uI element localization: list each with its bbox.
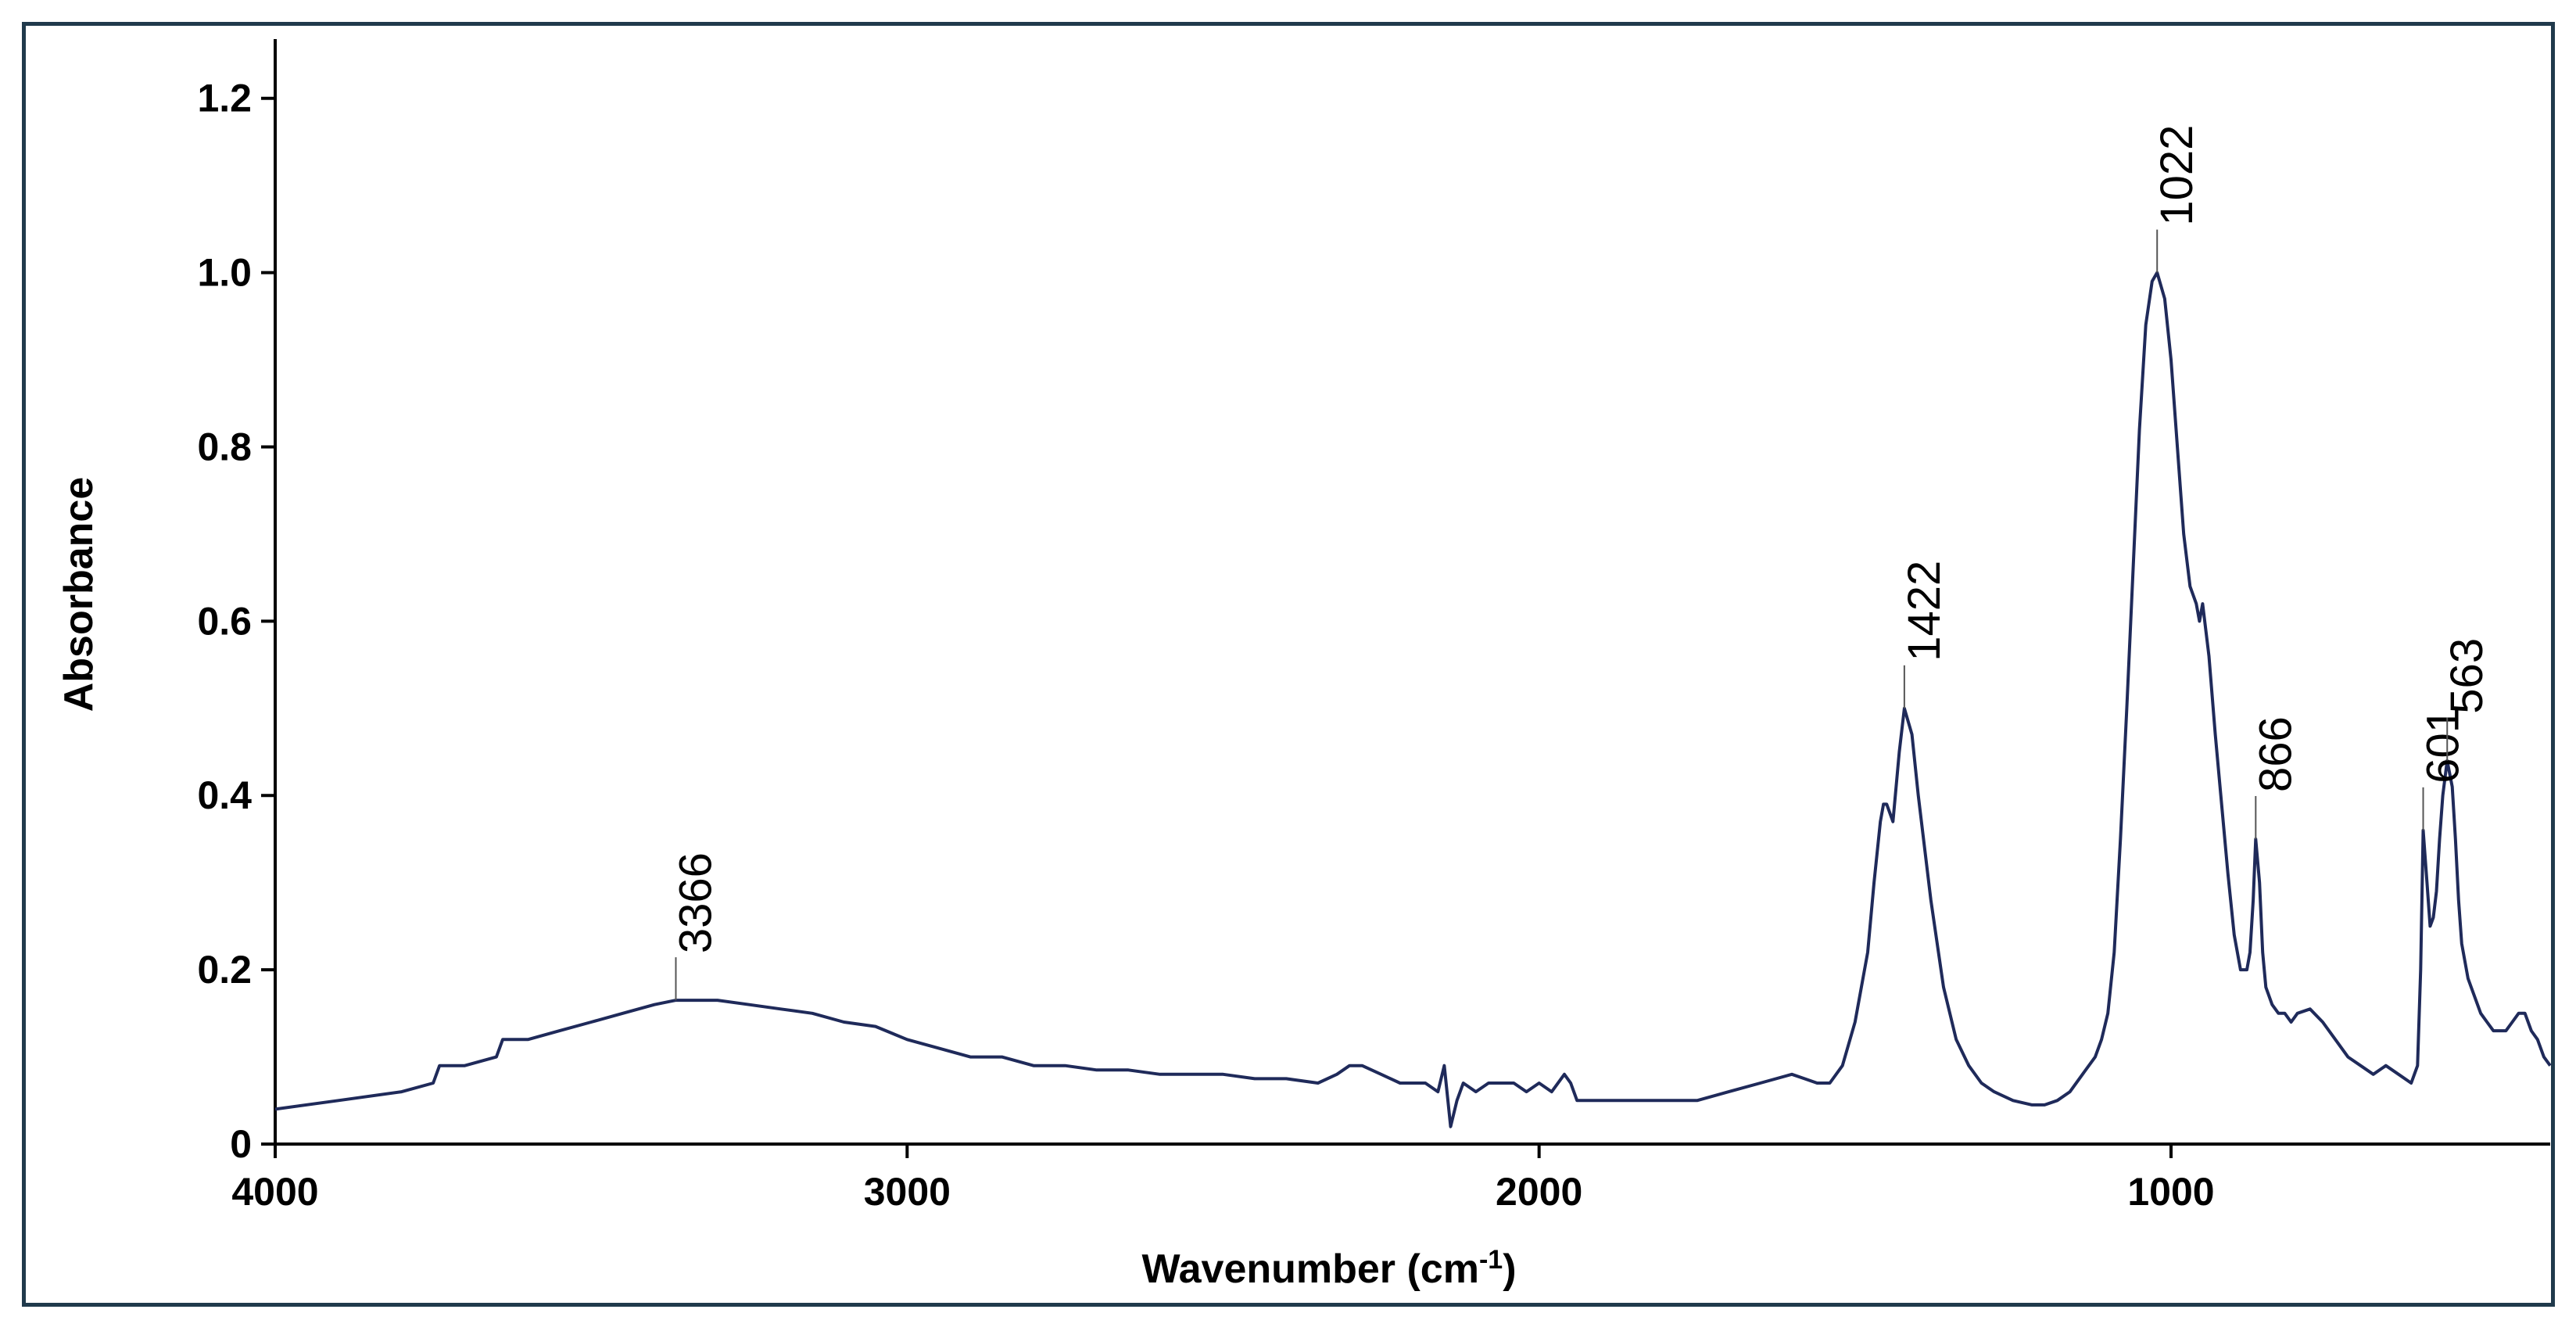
- peak-label-1422: 1422: [1899, 561, 1950, 662]
- chart-frame: [22, 22, 2555, 1307]
- x-axis-title-main: Wavenumber (cm: [1141, 1247, 1479, 1292]
- y-axis-title-group: Absorbance: [56, 477, 102, 712]
- y-tick-label: 0: [230, 1122, 252, 1166]
- y-axis-title: Absorbance: [56, 477, 102, 712]
- y-tick-label: 0.8: [197, 425, 252, 468]
- x-tick-label: 2000: [1496, 1170, 1582, 1214]
- y-tick-label: 0.4: [197, 773, 252, 817]
- y-tick-label: 0.6: [197, 599, 252, 643]
- x-axis-title-superscript: -1: [1479, 1245, 1503, 1275]
- peak-label-1022: 1022: [2151, 125, 2202, 226]
- peak-label-866: 866: [2250, 716, 2301, 792]
- y-tick-label: 0.2: [197, 948, 252, 992]
- peak-label-601: 601: [2418, 708, 2469, 784]
- x-tick-label: 4000: [231, 1170, 318, 1214]
- spectrum-line: [274, 271, 2552, 1128]
- y-tick-label: 1.0: [197, 251, 252, 295]
- x-axis-title-suffix: ): [1503, 1247, 1516, 1292]
- x-axis-title: Wavenumber (cm-1): [1141, 1245, 1516, 1292]
- x-tick-label: 3000: [864, 1170, 951, 1214]
- peak-label-563: 563: [2442, 638, 2492, 714]
- plot-layer: 0 0.2 0.4 0.6 0.8 1.0 1.2 4000 3000 2000 1000 3366 1…: [197, 39, 2552, 1214]
- x-tick-label: 1000: [2127, 1170, 2214, 1214]
- peak-label-3366: 3366: [671, 852, 722, 953]
- y-tick-label: 1.2: [197, 77, 252, 120]
